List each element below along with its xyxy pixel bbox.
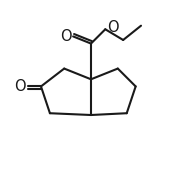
- Text: O: O: [14, 79, 25, 94]
- Text: O: O: [107, 20, 119, 35]
- Text: O: O: [60, 29, 72, 44]
